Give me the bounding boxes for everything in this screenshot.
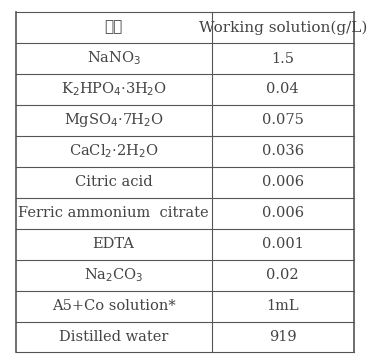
Text: MgSO$_4$·7H$_2$O: MgSO$_4$·7H$_2$O — [64, 112, 163, 129]
Text: 成分: 成分 — [104, 21, 123, 35]
Text: EDTA: EDTA — [93, 237, 135, 251]
Text: 0.006: 0.006 — [262, 175, 304, 189]
Text: NaNO$_3$: NaNO$_3$ — [86, 50, 141, 68]
Text: 0.006: 0.006 — [262, 206, 304, 220]
Text: Na$_2$CO$_3$: Na$_2$CO$_3$ — [84, 266, 144, 284]
Text: K$_2$HPO$_4$·3H$_2$O: K$_2$HPO$_4$·3H$_2$O — [61, 81, 167, 98]
Text: 0.036: 0.036 — [262, 144, 304, 158]
Text: Citric acid: Citric acid — [75, 175, 152, 189]
Text: Distilled water: Distilled water — [59, 330, 168, 344]
Text: 1.5: 1.5 — [271, 52, 294, 66]
Text: A5+Co solution*: A5+Co solution* — [52, 299, 176, 313]
Text: 0.04: 0.04 — [266, 82, 299, 96]
Text: Working solution(g/L): Working solution(g/L) — [199, 21, 367, 35]
Text: Ferric ammonium  citrate: Ferric ammonium citrate — [18, 206, 209, 220]
Text: 0.075: 0.075 — [262, 113, 304, 127]
Text: CaCl$_2$·2H$_2$O: CaCl$_2$·2H$_2$O — [69, 143, 159, 160]
Text: 1mL: 1mL — [266, 299, 299, 313]
Text: 919: 919 — [269, 330, 296, 344]
Text: 0.001: 0.001 — [262, 237, 304, 251]
Text: 0.02: 0.02 — [266, 268, 299, 282]
